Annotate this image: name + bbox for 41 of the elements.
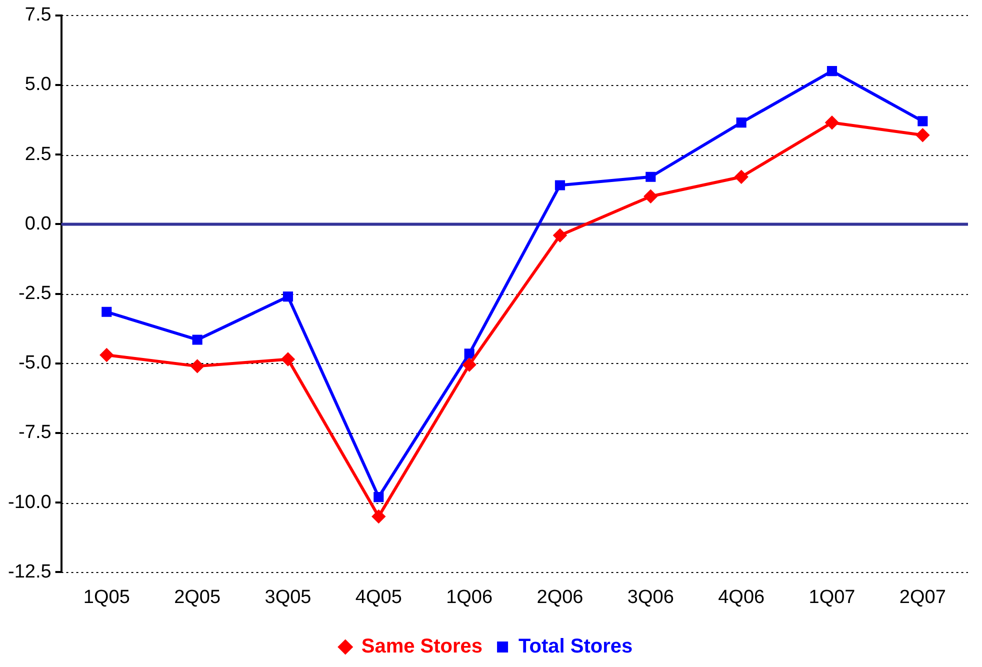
point [372, 510, 386, 524]
point [102, 306, 112, 317]
point [282, 292, 294, 302]
point [644, 190, 658, 203]
x-tick-label: 2Q05 [174, 586, 221, 608]
point [646, 172, 656, 182]
y-tick-label: -7.5 [18, 422, 52, 444]
legend-label: Total Stores [518, 636, 633, 658]
y-tick-label: 2.5 [24, 144, 52, 165]
x-tick-label: 3Q05 [264, 586, 312, 608]
y-tick-label: 7.5 [24, 4, 52, 26]
x-tick-label: 3Q06 [627, 586, 674, 608]
point [462, 358, 476, 372]
point [736, 118, 746, 128]
y-tick-label: -12.5 [8, 561, 52, 582]
y-tick-label: -5.0 [18, 352, 52, 374]
point [553, 228, 566, 242]
point [464, 348, 474, 359]
y-tick-label: 5.0 [24, 74, 52, 96]
y-tick-label: -10.0 [8, 492, 52, 513]
x-tick-label: 2Q06 [536, 586, 584, 608]
point [192, 334, 202, 345]
x-tick-label: 4Q05 [355, 586, 402, 608]
point [916, 128, 930, 142]
y-tick-label: -2.5 [18, 283, 52, 304]
x-tick-label: 2Q07 [899, 586, 946, 608]
x-tick-label: 1Q07 [808, 586, 856, 608]
x-tick-label: 1Q05 [83, 586, 130, 608]
point [100, 348, 114, 362]
point [734, 170, 748, 184]
point [281, 352, 294, 366]
point [374, 492, 384, 502]
point [825, 116, 838, 130]
legend-label: Same Stores [361, 636, 483, 658]
point [918, 116, 928, 126]
point [554, 180, 566, 190]
x-tick-label: 4Q06 [718, 586, 765, 608]
x-tick-label: 1Q06 [446, 586, 493, 608]
point [190, 360, 204, 373]
y-tick-label: 0.0 [24, 213, 52, 234]
point [826, 66, 838, 76]
